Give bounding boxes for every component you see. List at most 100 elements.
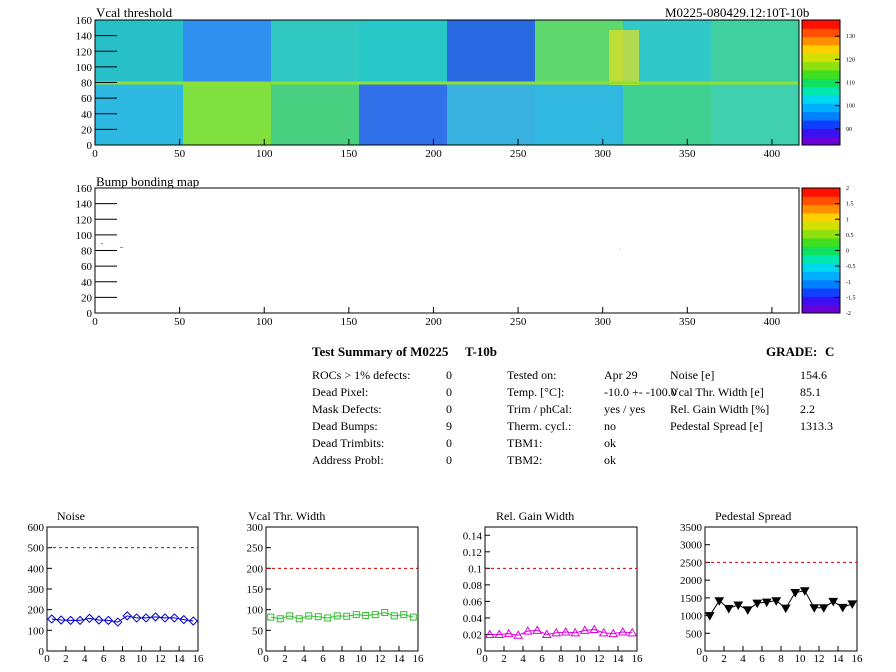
data-point (617, 626, 628, 636)
x-tick-label: 10 (575, 653, 587, 665)
chart-1: Vcal Thr. Width 0 50 100 150 200 250 300 0 2 4 6 8 10… (247, 509, 425, 665)
data-point (579, 625, 590, 634)
palette-label: -0.5 (846, 264, 856, 270)
data-point (122, 611, 132, 621)
x-tick-label: 12 (814, 653, 825, 665)
data-point (589, 624, 600, 634)
x-tick-label: 0 (92, 316, 98, 328)
x-tick-label: 14 (174, 653, 186, 665)
palette-swatch (802, 103, 840, 113)
palette-label: 90 (846, 127, 852, 133)
roc-block (711, 20, 799, 83)
y-tick-label: 80 (81, 246, 93, 258)
palette-label: 100 (846, 104, 855, 110)
hot-region (609, 30, 639, 85)
data-point (551, 627, 562, 637)
data-point (570, 627, 581, 637)
y-tick-label: 0.02 (463, 629, 482, 641)
summary-label: Trim / phCal: (507, 402, 572, 416)
series-line (489, 628, 633, 636)
data-point (847, 600, 858, 609)
y-tick-label: 0.1 (468, 563, 482, 575)
palette-swatch (802, 111, 840, 121)
data-point (771, 597, 782, 606)
y-tick-label: 60 (81, 93, 93, 105)
y-tick-label: 250 (247, 543, 264, 555)
summary-label: Temp. [°C]: (507, 385, 565, 399)
y-tick-label: 100 (76, 230, 93, 242)
data-point (188, 616, 198, 626)
y-tick-label: 3000 (680, 540, 703, 552)
x-tick-label: 250 (510, 148, 527, 160)
x-tick-label: 0 (263, 653, 269, 665)
x-tick-label: 2 (63, 653, 69, 665)
y-tick-label: 200 (28, 605, 45, 617)
roc-block (271, 20, 359, 83)
chart-title: Rel. Gain Width (496, 509, 574, 523)
data-point (818, 604, 829, 613)
x-tick-label: 14 (394, 653, 406, 665)
x-tick-label: 10 (356, 653, 368, 665)
series-line (709, 590, 853, 616)
summary-value: 0 (446, 385, 452, 399)
chart-title: Noise (57, 509, 85, 523)
palette-swatch (802, 304, 840, 314)
y-tick-label: 0 (697, 646, 703, 658)
y-tick-label: 200 (247, 563, 264, 575)
palette-label: 1 (846, 217, 849, 223)
x-tick-label: 4 (740, 653, 746, 665)
data-point (286, 612, 294, 620)
summary-label: TBM1: (507, 436, 543, 450)
x-tick-label: 16 (852, 653, 864, 665)
summary-value: yes / yes (604, 402, 646, 416)
summary-temp-tag: T-10b (465, 344, 498, 359)
x-tick-label: 4 (82, 653, 88, 665)
x-tick-label: 6 (101, 653, 107, 665)
x-tick-label: 6 (759, 653, 765, 665)
x-tick-label: 400 (764, 316, 781, 328)
palette-swatch (802, 20, 840, 29)
data-point (179, 614, 189, 625)
data-point (113, 617, 123, 627)
data-point (608, 628, 619, 638)
summary-value: 154.6 (800, 368, 827, 382)
summary-value: Apr 29 (604, 368, 638, 382)
y-tick-label: 100 (28, 625, 45, 637)
palette-swatch (802, 296, 840, 306)
data-point (560, 626, 571, 636)
x-tick-label: 100 (256, 316, 273, 328)
y-tick-label: 160 (76, 15, 93, 27)
data-point (733, 601, 744, 610)
x-tick-label: 16 (413, 653, 425, 665)
data-point (160, 613, 170, 623)
y-tick-label: 600 (28, 522, 45, 534)
y-tick-label: 0 (39, 646, 45, 658)
summary-label: Vcal Thr. Width [e] (670, 385, 764, 399)
x-tick-label: 350 (679, 316, 696, 328)
bump-map-title: Bump bonding map (96, 174, 199, 189)
x-tick-label: 2 (282, 653, 288, 665)
summary-value: 2.2 (800, 402, 815, 416)
x-tick-label: 100 (256, 148, 273, 160)
x-tick-label: 8 (778, 653, 784, 665)
palette-swatch (802, 254, 840, 264)
data-point (409, 613, 417, 621)
palette-swatch (802, 246, 840, 256)
data-point (65, 615, 76, 626)
palette-swatch (802, 61, 840, 71)
summary-label: ROCs > 1% defects: (312, 368, 411, 382)
summary-label: Mask Defects: (312, 402, 382, 416)
data-point (169, 613, 180, 623)
x-tick-label: 12 (594, 653, 605, 665)
palette-swatch (802, 188, 840, 197)
palette-swatch (802, 128, 840, 138)
data-point (141, 613, 151, 623)
chart-3: Pedestal Spread 0 500 1000 1500 2000 2500 3000 3… (680, 509, 863, 665)
palette-label: -2 (846, 311, 851, 317)
x-tick-label: 2 (721, 653, 727, 665)
x-tick-label: 10 (795, 653, 807, 665)
x-tick-label: 2 (501, 653, 507, 665)
palette-label: 110 (846, 81, 855, 87)
y-tick-label: 40 (81, 277, 93, 289)
palette-swatch (802, 263, 840, 272)
